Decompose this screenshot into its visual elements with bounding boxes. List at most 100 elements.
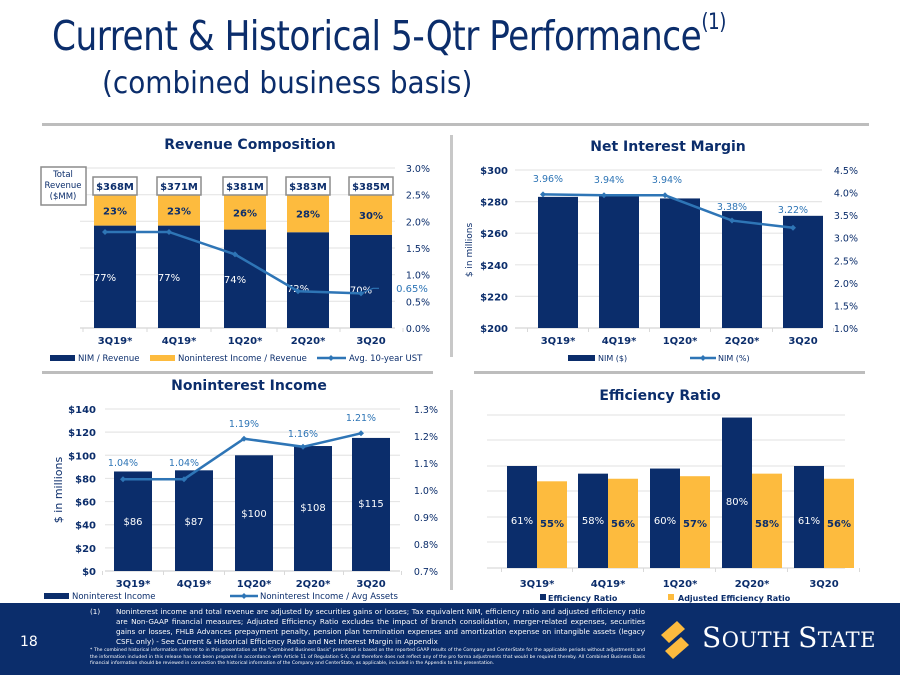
x-tick-label: 1Q20*: [663, 579, 698, 590]
bar-efficiency-ratio: [507, 466, 537, 568]
bar-noninterest-income: [114, 471, 152, 571]
top-divider: [42, 123, 869, 126]
y2-tick-label: 3.0%: [406, 164, 430, 175]
bar-noninterest-revenue: [350, 195, 392, 235]
line-data-label: 3.38%: [717, 202, 747, 213]
footnote-2: * The combined historical information re…: [90, 648, 645, 667]
bar-nim-dollars: [538, 196, 578, 328]
line-nim-percent-point: [662, 192, 668, 199]
bar-label: 61%: [511, 516, 533, 527]
vertical-divider-top: [450, 135, 453, 357]
line-avg-10yr-ust-point: [166, 229, 172, 235]
y2-tick-label: 0.8%: [414, 540, 438, 551]
bar-noninterest-revenue: [224, 195, 266, 230]
bar-nim-dollars: [722, 211, 762, 328]
footnote-1: (1) Noninterest income and total revenue…: [90, 607, 645, 647]
x-tick-label: 2Q20*: [296, 579, 331, 590]
total-revenue-box: [156, 176, 202, 196]
footnote-marker: (1): [90, 607, 101, 616]
legend-label: NIM / Revenue: [78, 354, 139, 364]
bar-adjusted-efficiency-ratio: [608, 478, 638, 568]
y2-tick-label: 0.5%: [406, 297, 430, 308]
bar-label: $108: [300, 503, 325, 514]
y-tick-label: $80: [75, 474, 96, 485]
legend-swatch-efficiency-ratio: [540, 594, 546, 600]
line-nim-percent-point: [540, 191, 546, 198]
bar-noninterest-income: [294, 446, 332, 571]
legend-label: Adjusted Efficiency Ratio: [678, 594, 791, 603]
y2-tick-label: 1.2%: [414, 432, 438, 443]
bar-label: 60%: [654, 516, 676, 527]
y2-tick-label: 1.0%: [834, 324, 858, 335]
line-nim-percent-point: [601, 192, 607, 199]
line-nim-percent-point: [790, 224, 796, 231]
bar-label: 55%: [540, 519, 564, 530]
legend-label: Efficiency Ratio: [548, 594, 618, 603]
line-avg-10yr-ust-point: [102, 229, 108, 235]
x-tick-label: 3Q20: [356, 336, 385, 347]
total-revenue-label: $371M: [160, 182, 198, 193]
south-state-logo: SOUTH STATE: [655, 619, 885, 659]
x-tick-label: 3Q19*: [98, 336, 133, 347]
legend-swatch-noninterest-revenue: [150, 355, 175, 361]
y2-tick-label: 2.0%: [406, 217, 430, 228]
bar-noninterest-revenue: [158, 195, 200, 226]
chart-title: Net Interest Margin: [590, 139, 746, 155]
bar-noninterest-revenue: [94, 195, 136, 226]
x-tick-label: 4Q19*: [602, 336, 637, 347]
x-tick-label: 4Q19*: [591, 579, 626, 590]
vertical-divider-bottom: [450, 390, 453, 590]
bar-adjusted-efficiency-ratio: [680, 476, 710, 568]
bar-label: 26%: [233, 208, 257, 219]
bar-noninterest-revenue: [287, 195, 329, 233]
y-tick-label: $280: [480, 198, 508, 209]
bar-label: 30%: [359, 211, 383, 222]
bar-label: 56%: [827, 519, 851, 530]
y2-tick-label: 0.7%: [414, 567, 438, 578]
y-tick-label: $240: [480, 261, 508, 272]
y-tick-label: $120: [68, 428, 96, 439]
y2-tick-label: 1.3%: [414, 405, 438, 416]
bar-label: 80%: [726, 497, 748, 508]
legend-marker: [700, 355, 706, 361]
page-subtitle: (combined business basis): [102, 66, 473, 101]
total-revenue-header: Revenue: [44, 181, 81, 191]
x-tick-label: 3Q19*: [541, 336, 576, 347]
bar-adjusted-efficiency-ratio: [824, 478, 854, 568]
legend-label: Noninterest Income / Revenue: [178, 354, 307, 364]
y2-tick-label: 3.5%: [834, 211, 858, 222]
y-tick-label: $140: [68, 405, 96, 416]
legend-label: Avg. 10-year UST: [349, 354, 423, 364]
bar-nim-revenue: [158, 225, 200, 328]
total-revenue-box: [92, 176, 138, 196]
leader-line: [360, 287, 379, 294]
bar-label: 77%: [158, 273, 180, 284]
x-tick-label: 2Q20*: [291, 336, 326, 347]
bar-adjusted-efficiency-ratio: [752, 473, 782, 568]
bar-label: 57%: [683, 519, 707, 530]
bar-nim-revenue: [287, 232, 329, 328]
line-noninterest-avg-assets-point: [120, 476, 126, 483]
total-revenue-box: [285, 176, 331, 196]
total-revenue-header: ($MM): [50, 192, 77, 202]
bar-label: 23%: [167, 206, 191, 217]
bar-label: 23%: [103, 206, 127, 217]
bar-label: 61%: [798, 516, 820, 527]
bar-label: 74%: [224, 275, 246, 286]
y2-tick-label: 1.5%: [834, 301, 858, 312]
y-tick-label: $40: [75, 521, 96, 532]
y2-tick-label: 2.0%: [834, 279, 858, 290]
y2-tick-label: 2.5%: [406, 191, 430, 202]
footer: 18 (1) Noninterest income and total reve…: [0, 603, 900, 675]
bar-efficiency-ratio: [722, 417, 752, 568]
middle-divider-left: [42, 371, 433, 374]
line-avg-10yr-ust-point: [232, 251, 238, 258]
chart-title: Noninterest Income: [171, 378, 327, 394]
x-tick-label: 1Q20*: [228, 336, 263, 347]
line-avg-10yr-ust-point: [295, 288, 301, 295]
page-title-text: Current & Historical 5-Qtr Performance: [52, 12, 702, 60]
x-tick-label: 2Q20*: [735, 579, 770, 590]
line-data-label: 1.19%: [229, 419, 259, 430]
y2-tick-label: 0.9%: [414, 513, 438, 524]
bar-label: $86: [123, 517, 142, 528]
